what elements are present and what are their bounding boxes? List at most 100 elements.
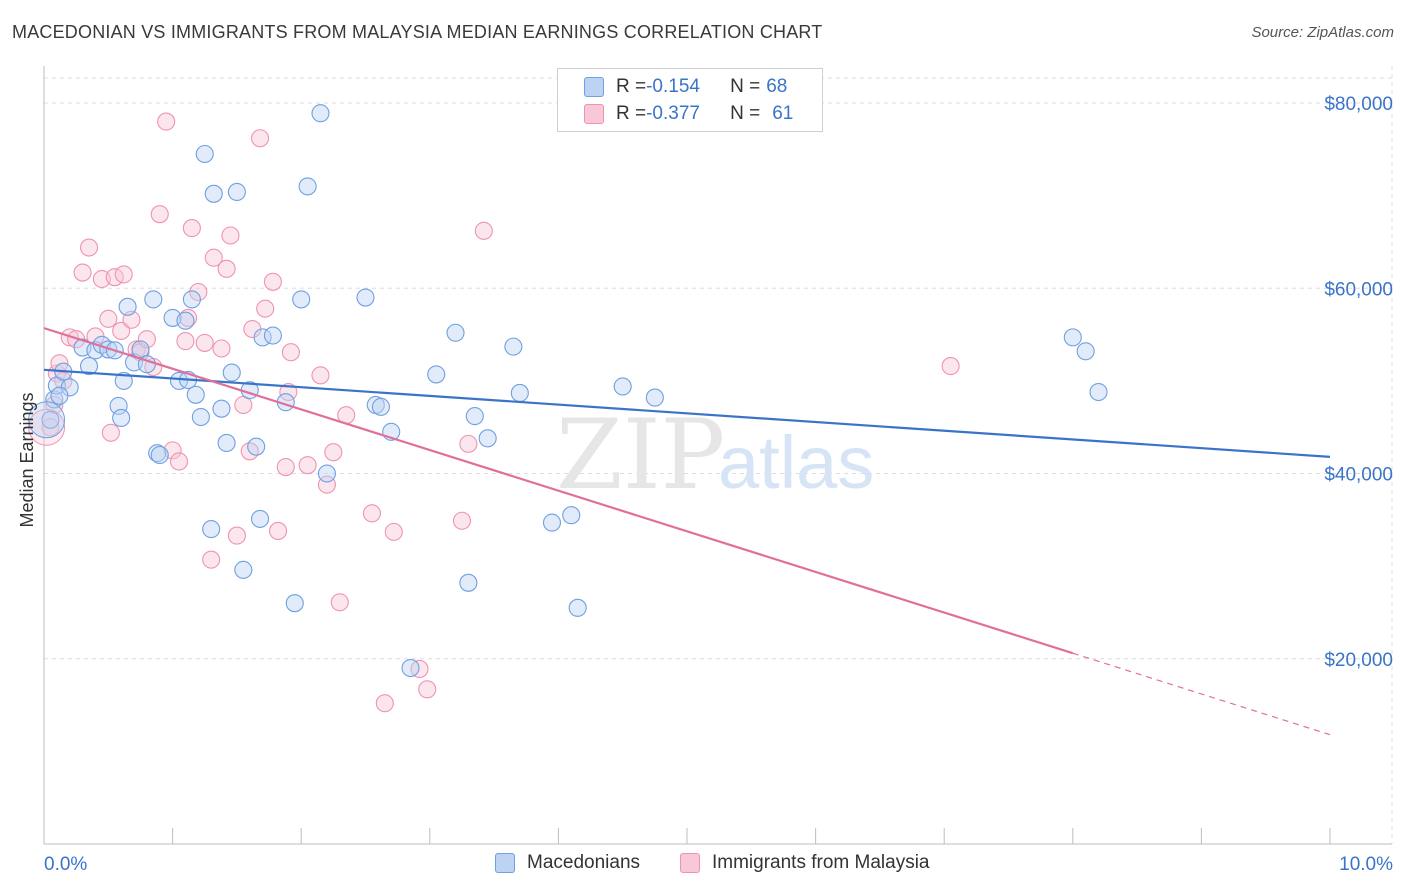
malaysia-point [176, 332, 195, 351]
malaysia-point [212, 339, 231, 358]
malaysia-point [452, 511, 472, 530]
legend-r-label: R = [616, 76, 647, 97]
macedonian-point [1089, 382, 1108, 402]
malaysia-point [79, 238, 99, 257]
macedonian-point [562, 506, 581, 525]
legend-r-value: -0.377 [646, 103, 700, 124]
macedonian-point [311, 104, 330, 123]
legend-swatch-malaysia [584, 104, 604, 124]
macedonian-point [292, 290, 311, 309]
macedonian-point [227, 182, 246, 202]
malaysia-point [256, 299, 275, 318]
macedonian-point [504, 337, 523, 356]
macedonian-point [356, 288, 375, 307]
malaysia-point [941, 357, 960, 376]
grid-lines [44, 66, 1393, 844]
bottom-legend-label: Immigrants from Malaysia [712, 852, 930, 873]
macedonian-point [263, 326, 282, 345]
watermark-atlas: atlas [718, 421, 874, 504]
malaysia-point [182, 219, 201, 238]
axes [43, 66, 1392, 845]
macedonian-point [247, 437, 266, 456]
malaysia-point [459, 434, 478, 453]
malaysia-point [137, 330, 156, 349]
malaysia-point [195, 333, 214, 352]
macedonian-point [568, 598, 587, 617]
y-tick-label: $80,000 [1324, 94, 1393, 115]
watermark: ZIP atlas [556, 399, 874, 511]
bottom-legend-macedonians: Macedonians [495, 852, 640, 874]
bottom-legend-label: Macedonians [527, 852, 641, 873]
macedonian-point [645, 388, 664, 407]
malaysia-point [276, 457, 295, 477]
macedonian-point [114, 371, 133, 390]
macedonian-point [118, 297, 137, 316]
malaysia-point [150, 205, 169, 224]
malaysia-point [101, 423, 120, 442]
macedonians-trend-line [43, 368, 1331, 458]
malaysia-point [204, 248, 223, 267]
malaysia-point [217, 259, 236, 278]
legend-n-label: N = [730, 76, 761, 97]
macedonian-point [204, 184, 223, 203]
legend-swatch-macedonians [584, 77, 604, 97]
malaysia-point [250, 129, 270, 148]
macedonian-point [112, 408, 131, 428]
malaysia-point [263, 272, 282, 291]
malaysia-point [330, 593, 349, 612]
source-credit: Source: ZipAtlas.com [1251, 24, 1394, 41]
macedonian-point [182, 290, 201, 309]
y-axis-label: Median Earnings [17, 392, 37, 527]
legend-row-macedonians: R = -0.154 N = 68 [584, 74, 787, 100]
macedonian-point [186, 385, 205, 404]
macedonian-point [459, 573, 478, 592]
malaysia-trend-line [43, 327, 1074, 655]
macedonian-point [1076, 342, 1095, 361]
legend-r-value: -0.154 [646, 76, 700, 97]
series-macedonians-points [28, 104, 1108, 678]
macedonian-point [285, 594, 304, 613]
watermark-zip: ZIP [556, 399, 725, 511]
malaysia-point [221, 226, 240, 245]
malaysia-point [474, 221, 493, 240]
legend-n-value: 68 [766, 76, 788, 97]
x-tick-label-min: 0.0% [44, 854, 87, 875]
malaysia-point [99, 309, 118, 328]
macedonian-point [202, 520, 221, 539]
macedonian-point [317, 464, 336, 483]
macedonian-point [41, 410, 60, 429]
malaysia-point [362, 504, 381, 523]
trend-lines [43, 327, 1331, 736]
malaysia-trend-extension [1072, 652, 1331, 736]
macedonian-point [465, 407, 484, 426]
legend-n-label: N = [730, 103, 761, 124]
malaysia-point [281, 343, 300, 362]
macedonian-point [613, 377, 632, 396]
macedonian-point [195, 144, 214, 164]
legend-r-label: R = [616, 103, 647, 124]
tick-labels: $20,000 $40,000 $60,000 $80,000 0.0% 10.0% [44, 94, 1393, 875]
macedonian-point [1063, 328, 1082, 347]
series-malaysia-points [28, 112, 960, 713]
malaysia-point [157, 112, 176, 131]
macedonian-point [478, 429, 497, 448]
malaysia-point [114, 265, 133, 284]
macedonian-point [427, 365, 446, 384]
bottom-legend-malaysia: Immigrants from Malaysia [680, 852, 930, 874]
y-tick-label: $60,000 [1324, 279, 1393, 300]
macedonian-cluster-point [28, 401, 66, 439]
macedonian-point [234, 560, 253, 579]
macedonian-point [510, 383, 529, 402]
x-tick-label-max: 10.0% [1339, 854, 1393, 875]
macedonian-point [50, 386, 69, 405]
macedonian-point [401, 658, 420, 678]
malaysia-point [269, 521, 288, 540]
malaysia-point [375, 694, 394, 713]
correlation-legend: R = -0.154 N = 68 R = -0.377 N = 61 [557, 68, 823, 132]
macedonian-point [79, 357, 99, 376]
malaysia-point [189, 282, 208, 302]
y-tick-label: $20,000 [1324, 650, 1393, 671]
macedonian-point [191, 407, 210, 427]
macedonian-point [446, 323, 465, 342]
